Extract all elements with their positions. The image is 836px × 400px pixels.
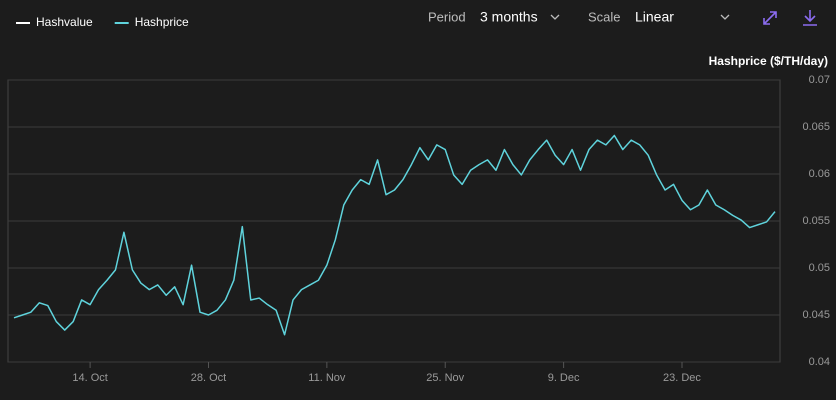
scale-label: Scale — [588, 9, 621, 24]
period-caret[interactable] — [550, 14, 560, 20]
period-label: Period — [428, 9, 466, 24]
x-tick-label: 25. Nov — [426, 372, 464, 384]
legend-label: Hashvalue — [36, 15, 93, 29]
y-tick-label: 0.045 — [802, 309, 830, 321]
y-tick-label: 0.05 — [809, 262, 830, 274]
y-tick-label: 0.07 — [809, 74, 830, 86]
y-axis-title: Hashprice ($/TH/day) — [709, 54, 828, 68]
legend-label: Hashprice — [135, 15, 189, 29]
series-line — [13, 134, 776, 336]
x-tick-label: 11. Nov — [308, 372, 346, 384]
x-tick-label: 14. Oct — [72, 372, 107, 384]
y-tick-label: 0.065 — [802, 121, 830, 133]
expand-icon[interactable] — [763, 11, 777, 25]
y-tick-label: 0.06 — [809, 168, 830, 180]
x-tick-label: 23. Dec — [663, 372, 701, 384]
scale-caret[interactable] — [720, 14, 730, 20]
x-tick-label: 9. Dec — [548, 372, 580, 384]
period-value[interactable]: 3 months — [480, 9, 538, 25]
x-tick-label: 28. Oct — [191, 372, 226, 384]
y-tick-label: 0.04 — [809, 356, 830, 368]
scale-value[interactable]: Linear — [635, 9, 674, 25]
y-tick-label: 0.055 — [802, 215, 830, 227]
download-icon[interactable] — [803, 10, 817, 26]
